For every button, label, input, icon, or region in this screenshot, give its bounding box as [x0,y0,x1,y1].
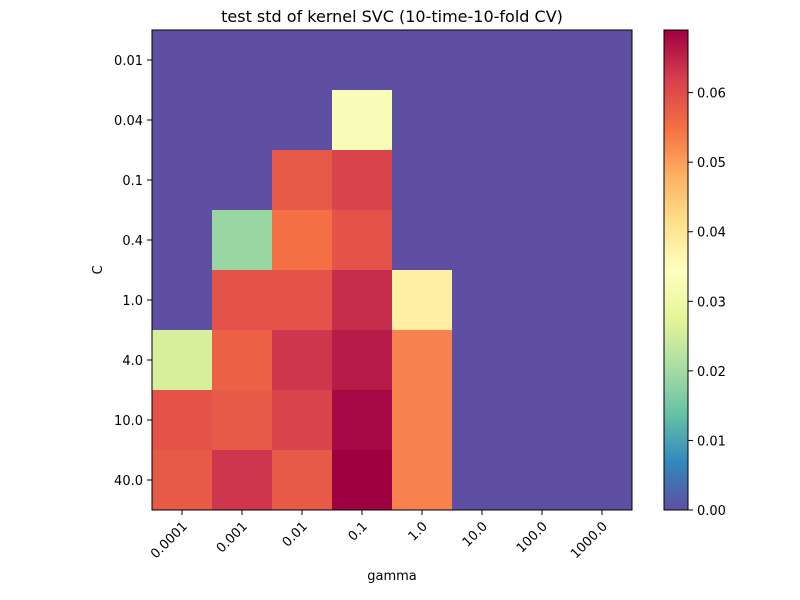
heatmap-cell [152,150,213,211]
heatmap-cell [332,450,393,511]
x-axis-label: gamma [367,569,417,584]
y-tick-label: 0.04 [114,114,143,129]
heatmap-cell [392,210,453,271]
heatmap-cell [512,90,573,151]
heatmap-cell [572,390,633,451]
heatmap-cell [392,450,453,511]
x-tick-label: 0.0001 [148,519,191,562]
heatmap-cell [392,270,453,331]
heatmap-cell [512,270,573,331]
heatmap-cell [272,270,333,331]
y-tick-label: 10.0 [114,414,143,429]
heatmap-cell [272,450,333,511]
heatmap-cell [512,390,573,451]
heatmap-cell [452,330,513,391]
x-tick-label: 1.0 [406,519,431,544]
heatmap-cell [212,270,273,331]
heatmap-cell [392,390,453,451]
colorbar-tick-label: 0.05 [697,156,726,171]
heatmap-cell [212,90,273,151]
heatmap-cell [272,150,333,211]
heatmap-cell [272,30,333,91]
heatmap-cell [152,390,213,451]
heatmap-cell [392,30,453,91]
y-tick-label: 40.0 [114,474,143,489]
heatmap-cell [332,150,393,211]
heatmap-cell [452,90,513,151]
heatmap-cell [572,330,633,391]
colorbar-tick-label: 0.04 [697,226,726,241]
heatmap-cell [212,390,273,451]
heatmap-cell [572,150,633,211]
heatmap-cell [272,210,333,271]
heatmap-cell [512,210,573,271]
x-tick-label: 100.0 [514,519,551,556]
heatmap-cell [212,450,273,511]
heatmap-cell [332,330,393,391]
x-tick-label: 1000.0 [568,519,611,562]
heatmap-cell [572,270,633,331]
heatmap-cell [512,330,573,391]
heatmap-cell [572,30,633,91]
y-axis-label: C [91,265,106,274]
heatmap-cell [152,210,213,271]
y-tick-label: 0.4 [122,234,143,249]
heatmap-cell [452,270,513,331]
heatmap-cell [152,270,213,331]
x-axis-ticks: 0.0001 0.001 0.01 0.1 1.0 10.0 100.0 1000.0 [148,510,611,562]
heatmap-cell [272,390,333,451]
heatmap-cells [152,30,633,511]
colorbar-tick-label: 0.00 [697,504,726,519]
colorbar-ticks: 0.00 0.01 0.02 0.03 0.04 0.05 0.06 [688,87,726,519]
heatmap-cell [392,90,453,151]
y-tick-label: 0.1 [122,174,143,189]
y-tick-label: 4.0 [122,354,143,369]
heatmap-cell [452,210,513,271]
y-tick-label: 1.0 [122,294,143,309]
heatmap-cell [152,330,213,391]
heatmap-cell [452,390,513,451]
heatmap-cell [452,450,513,511]
y-axis-ticks: 0.01 0.04 0.1 0.4 1.0 4.0 10.0 40.0 [114,54,152,489]
heatmap-cell [332,390,393,451]
heatmap-cell [572,90,633,151]
chart-title: test std of kernel SVC (10-time-10-fold … [221,7,563,26]
heatmap-cell [512,150,573,211]
colorbar-gradient [663,29,689,511]
heatmap-cell [392,150,453,211]
x-tick-label: 0.01 [280,519,311,550]
plot-frame [151,29,633,511]
colorbar-tick-label: 0.02 [697,365,726,380]
heatmap-cell [392,330,453,391]
heatmap-cell [152,450,213,511]
heatmap-cell [272,330,333,391]
heatmap-cell [512,450,573,511]
heatmap-cell [332,210,393,271]
heatmap-cell [152,30,213,91]
heatmap-cell [572,210,633,271]
heatmap-cell [212,210,273,271]
heatmap-cell [212,150,273,211]
heatmap-cell [512,30,573,91]
heatmap-cell [332,30,393,91]
x-tick-label: 0.001 [214,519,251,556]
x-tick-label: 0.1 [346,519,371,544]
heatmap-cell [572,450,633,511]
y-tick-label: 0.01 [114,54,143,69]
heatmap-cell [152,90,213,151]
heatmap-cell [272,90,333,151]
heatmap-cell [452,30,513,91]
colorbar-tick-label: 0.06 [697,87,726,102]
heatmap-cell [212,30,273,91]
x-tick-label: 10.0 [460,519,491,550]
colorbar-tick-label: 0.03 [697,295,726,310]
heatmap-cell [452,150,513,211]
heatmap-cell [332,270,393,331]
colorbar: 0.00 0.01 0.02 0.03 0.04 0.05 0.06 [663,29,726,519]
heatmap-cell [332,90,393,151]
heatmap-cell [212,330,273,391]
colorbar-tick-label: 0.01 [697,434,726,449]
